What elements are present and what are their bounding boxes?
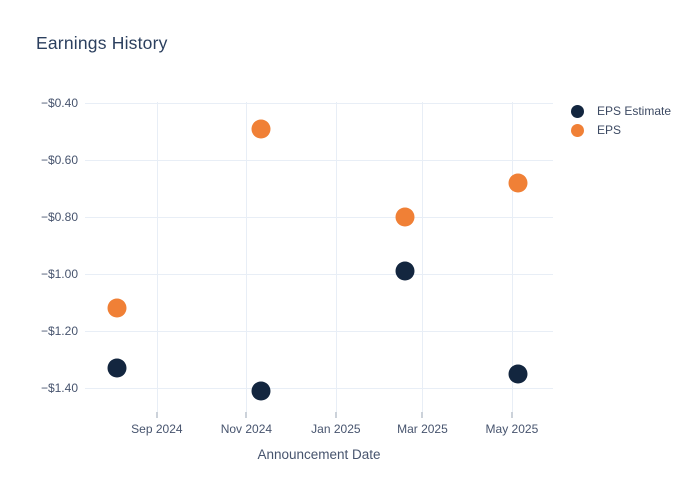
y-tick-label: −$0.60 [40, 152, 78, 167]
legend-label-eps-estimate: EPS Estimate [597, 104, 672, 118]
legend-item-eps[interactable]: EPS [571, 123, 671, 137]
y-tick-label: −$0.80 [40, 209, 78, 224]
point-eps-estimate-3[interactable] [395, 261, 415, 281]
point-eps-estimate-4[interactable] [508, 364, 528, 384]
x-axis-title: Announcement Date [257, 447, 381, 462]
x-gridline [246, 102, 248, 412]
point-eps-3[interactable] [395, 207, 415, 227]
x-tick-label: May 2025 [485, 422, 539, 436]
y-gridline [85, 273, 553, 275]
x-tick-mark [335, 412, 337, 418]
x-gridline [511, 102, 513, 412]
point-eps-estimate-1[interactable] [107, 358, 127, 378]
y-gridline [85, 216, 553, 218]
x-gridline [156, 102, 158, 412]
y-gridline [85, 330, 553, 332]
y-gridline [85, 159, 553, 161]
x-tick-mark [511, 412, 513, 418]
legend-label-eps: EPS [597, 123, 622, 137]
y-tick-label: −$1.40 [40, 380, 78, 395]
y-tick-label: −$1.00 [40, 266, 78, 281]
y-gridline [85, 102, 553, 104]
x-gridline [422, 102, 424, 412]
point-eps-2[interactable] [251, 119, 271, 139]
y-gridline [85, 387, 553, 389]
point-eps-1[interactable] [107, 298, 127, 318]
y-tick-label: −$0.40 [40, 95, 78, 110]
x-gridline [335, 102, 337, 412]
x-tick-label: Nov 2024 [220, 422, 273, 436]
legend-marker-eps-estimate-icon [571, 104, 584, 118]
x-tick-mark [156, 412, 158, 418]
legend: EPS Estimate EPS [571, 104, 671, 137]
x-tick-mark [245, 412, 247, 418]
x-tick-label: Mar 2025 [397, 422, 448, 436]
x-tick-label: Sep 2024 [131, 422, 183, 436]
plot-area[interactable]: −$0.40 −$0.60 −$0.80 −$1.00 −$1.20 −$1.40 Sep … [41, 96, 553, 436]
point-eps-estimate-2[interactable] [251, 381, 271, 401]
x-tick-label: Jan 2025 [311, 422, 361, 436]
x-tick-mark [421, 412, 423, 418]
chart-title: Earnings History [36, 33, 168, 53]
legend-item-eps-estimate[interactable]: EPS Estimate [571, 104, 671, 118]
point-eps-4[interactable] [508, 173, 528, 193]
legend-marker-eps-icon [571, 123, 584, 137]
y-tick-label: −$1.20 [40, 323, 78, 338]
